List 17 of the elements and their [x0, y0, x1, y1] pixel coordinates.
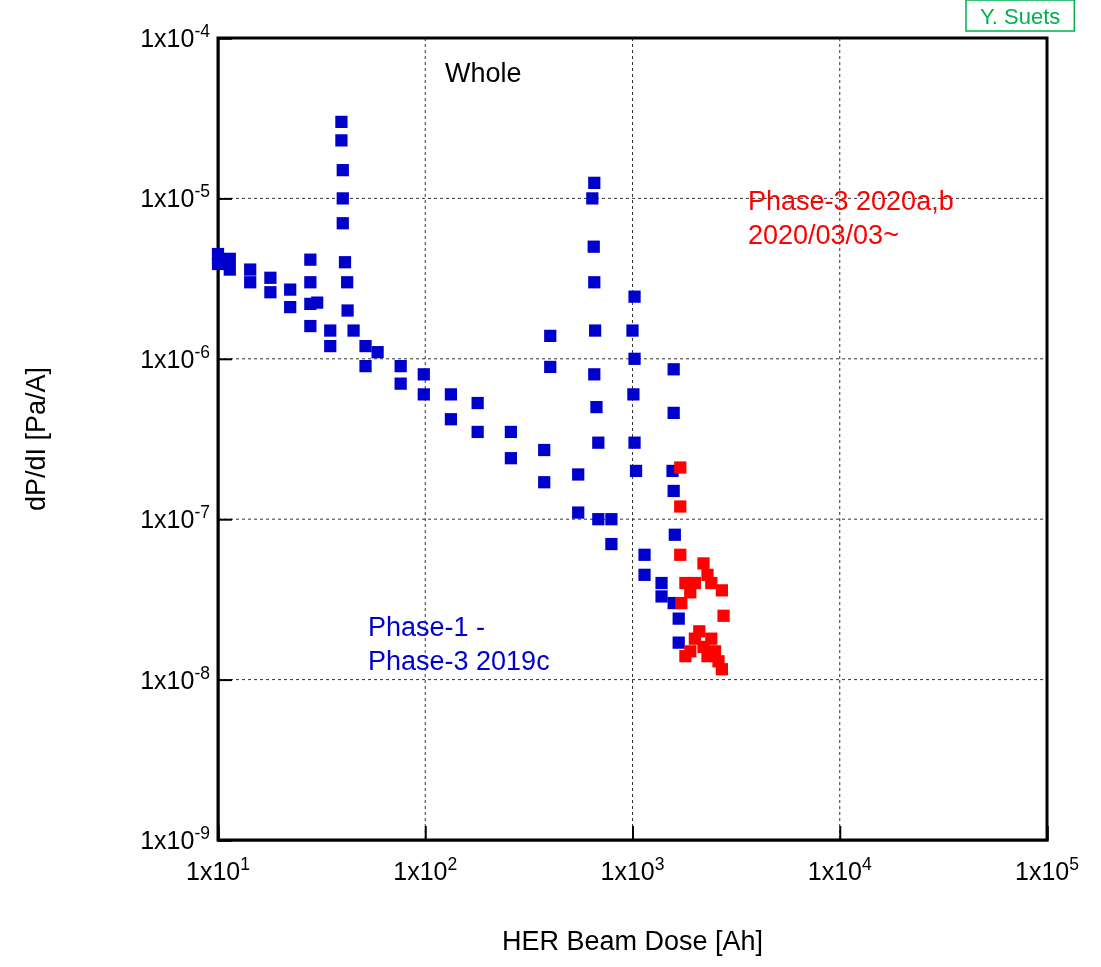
x-tick-label: 1x10$^{4}$ — [807, 854, 872, 885]
x-tick-label: 1x10$^{1}$ — [186, 854, 250, 885]
x-axis-title: HER Beam Dose [Ah] — [501, 926, 764, 956]
y-tick-label: 1x10$^{-7}$ — [140, 502, 210, 534]
y-tick-label: 1x10$^{-6}$ — [140, 341, 210, 373]
text: Phase-3 2020a,b 2020/03/03~ — [748, 186, 954, 250]
x-tick-label: 1x10$^{2}$ — [393, 854, 458, 885]
y-axis-title: dP/dI [Pa/A] — [21, 366, 51, 512]
text: Y. Suets — [980, 4, 1061, 29]
y-tick-label: 1x10$^{-4}$ — [140, 21, 211, 52]
annotation: Whole — [445, 58, 522, 88]
y-tick-label: 1x10$^{-5}$ — [140, 181, 210, 213]
text: Phase-1 - Phase-3 2019c — [368, 612, 550, 676]
x-tick-label: 1x10$^{5}$ — [1015, 854, 1079, 885]
y-tick-label: 1x10$^{-8}$ — [140, 662, 210, 694]
y-tick-label: 1x10$^{-9}$ — [140, 823, 210, 854]
x-tick-label: 1x10$^{3}$ — [600, 854, 665, 885]
